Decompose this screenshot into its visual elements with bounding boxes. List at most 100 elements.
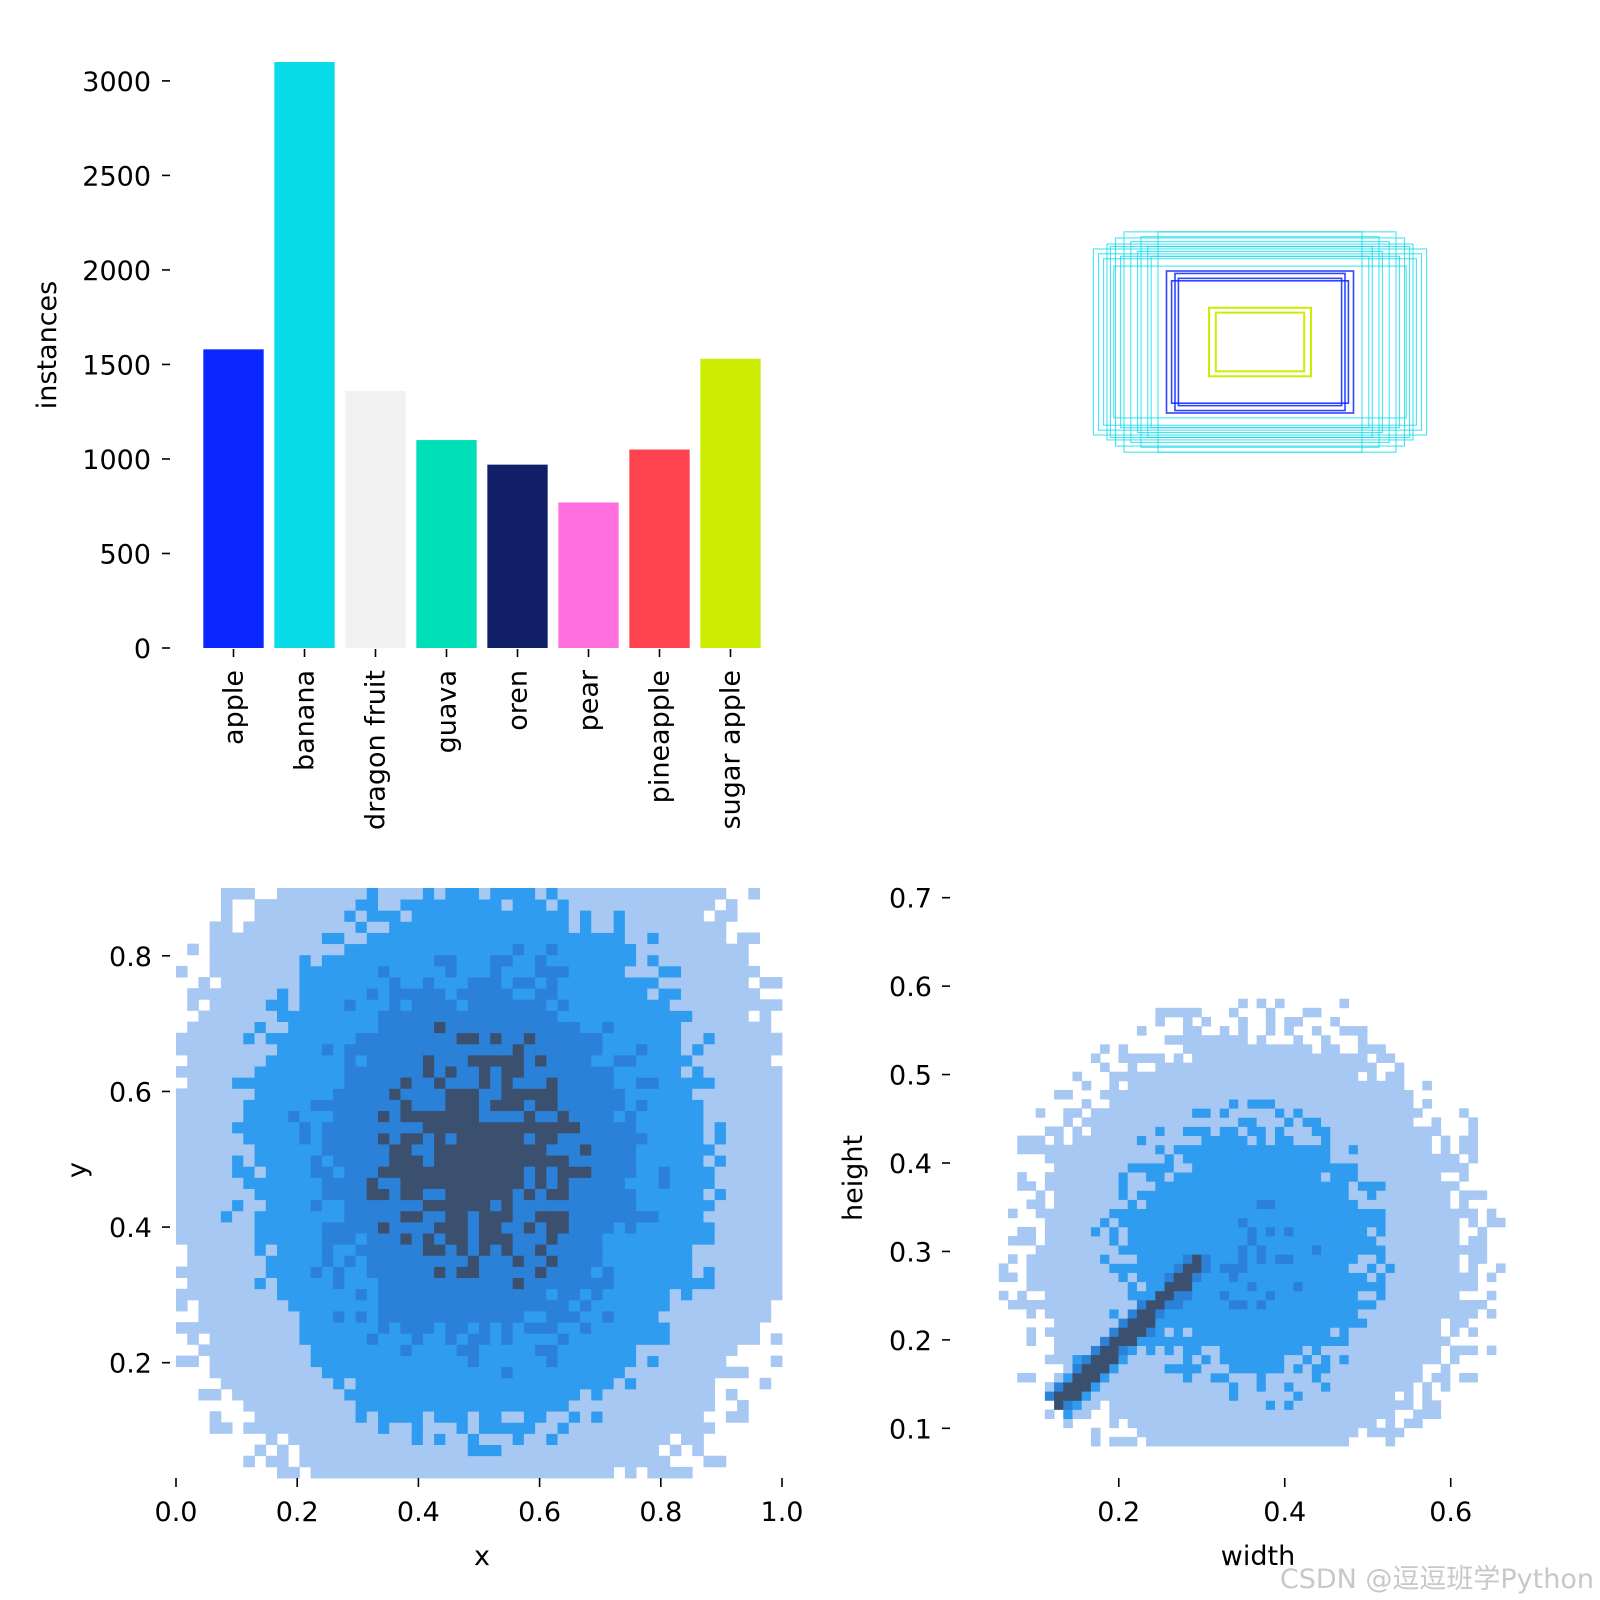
heatmap-cell bbox=[1284, 1254, 1294, 1264]
heatmap-cell bbox=[1348, 1117, 1359, 1127]
heatmap-cell bbox=[1182, 1135, 1193, 1146]
heatmap-cell bbox=[1192, 1217, 1202, 1228]
heatmap-cell bbox=[748, 1144, 760, 1156]
heatmap-cell bbox=[770, 1288, 783, 1301]
heatmap-cell bbox=[681, 1233, 693, 1245]
heatmap-cell bbox=[725, 1110, 738, 1123]
heatmap-cell bbox=[321, 954, 334, 967]
heatmap-cell bbox=[737, 1221, 749, 1234]
heatmap-cell bbox=[1100, 1181, 1110, 1191]
heatmap-cell bbox=[1265, 1190, 1276, 1200]
heatmap-cell bbox=[535, 1466, 547, 1479]
heatmap-cell bbox=[1219, 1363, 1230, 1374]
heatmap-cell bbox=[209, 1333, 222, 1345]
heatmap-cell bbox=[1275, 1382, 1285, 1392]
heatmap-cell bbox=[299, 1355, 312, 1368]
heatmap-cell bbox=[434, 932, 446, 945]
heatmap-cell bbox=[703, 1166, 716, 1178]
heatmap-cell bbox=[299, 1088, 312, 1100]
bar-x-tick-label: sugar apple bbox=[716, 670, 747, 829]
heatmap-cell bbox=[1118, 1089, 1129, 1100]
heatmap-cell bbox=[1311, 1071, 1322, 1082]
heatmap-cell bbox=[1265, 1309, 1276, 1319]
heatmap-cell bbox=[1339, 1026, 1350, 1036]
heatmap-cell bbox=[378, 1043, 390, 1056]
heatmap-cell bbox=[321, 1054, 334, 1067]
heatmap-cell bbox=[232, 1355, 244, 1368]
heatmap-cell bbox=[1357, 1372, 1368, 1383]
heatmap-cell bbox=[535, 1288, 547, 1301]
heatmap-cell bbox=[1081, 1409, 1092, 1420]
heatmap-cell bbox=[198, 1088, 211, 1100]
heatmap-cell bbox=[624, 999, 637, 1011]
heatmap-cell bbox=[1311, 1126, 1322, 1137]
heatmap-cell bbox=[1127, 1153, 1138, 1164]
heatmap-cell bbox=[591, 988, 603, 1000]
heatmap-cell bbox=[1127, 1226, 1138, 1237]
heatmap-cell bbox=[546, 1099, 558, 1112]
heatmap-cell bbox=[1440, 1272, 1451, 1283]
heatmap-cell bbox=[602, 1110, 615, 1123]
heatmap-cell bbox=[1440, 1281, 1451, 1292]
heatmap-cell bbox=[613, 1299, 626, 1312]
heatmap-cell bbox=[333, 1010, 345, 1022]
heatmap-cell bbox=[512, 1099, 525, 1112]
heatmap-cell bbox=[1109, 1363, 1119, 1374]
heatmap-cell bbox=[1431, 1172, 1442, 1182]
heatmap-cell bbox=[1394, 1144, 1405, 1155]
heatmap-cell bbox=[501, 1255, 514, 1267]
heatmap-cell bbox=[400, 1255, 413, 1267]
heatmap-cell bbox=[220, 1277, 233, 1290]
heatmap-cell bbox=[1357, 1117, 1368, 1127]
heatmap-cell bbox=[243, 1377, 255, 1390]
heatmap-cell bbox=[1219, 1062, 1230, 1073]
heatmap-cell bbox=[1293, 1190, 1304, 1200]
heatmap-cell bbox=[411, 1144, 424, 1156]
heatmap-cell bbox=[1127, 1363, 1138, 1374]
heatmap-cell bbox=[1385, 1089, 1396, 1100]
heatmap-cell bbox=[669, 1043, 682, 1056]
heatmap-cell bbox=[1357, 1089, 1368, 1100]
heatmap-cell bbox=[692, 1233, 704, 1245]
heatmap-cell bbox=[187, 1188, 199, 1201]
heatmap-cell bbox=[1228, 1418, 1239, 1429]
heatmap-cell bbox=[445, 1155, 457, 1167]
heatmap-cell bbox=[389, 1155, 401, 1167]
heatmap-cell bbox=[1440, 1263, 1451, 1273]
heatmap-cell bbox=[1367, 1427, 1377, 1438]
heatmap-cell bbox=[770, 1221, 783, 1234]
heatmap-cell bbox=[725, 899, 738, 911]
heatmap-cell bbox=[1394, 1382, 1405, 1392]
heatmap-cell bbox=[703, 1344, 716, 1356]
heatmap-cell bbox=[1164, 1062, 1175, 1073]
heatmap-cell bbox=[1201, 1208, 1211, 1219]
heatmap-cell bbox=[692, 1255, 704, 1267]
heatmap-cell bbox=[1100, 1117, 1110, 1127]
heatmap-cell bbox=[176, 1110, 188, 1123]
heatmap-cell bbox=[333, 1177, 345, 1189]
heatmap-cell bbox=[1275, 1108, 1285, 1118]
heatmap-cell bbox=[1155, 1199, 1165, 1210]
heatmap-cell bbox=[1136, 1236, 1147, 1246]
heatmap-cell bbox=[546, 1455, 558, 1468]
heatmap-cell bbox=[681, 1032, 693, 1045]
heatmap-cell bbox=[1330, 1236, 1340, 1246]
heatmap-cell bbox=[1026, 1181, 1037, 1191]
heatmap-cell bbox=[479, 1210, 491, 1223]
heatmap-cell bbox=[1201, 1363, 1211, 1374]
heatmap-cell bbox=[355, 1400, 368, 1412]
heatmap-cell bbox=[1394, 1272, 1405, 1283]
heatmap-cell bbox=[692, 1355, 704, 1368]
heatmap-cell bbox=[1247, 1135, 1258, 1146]
heatmap-cell bbox=[288, 1121, 300, 1134]
heatmap-cell bbox=[1182, 1290, 1193, 1301]
heatmap-cell bbox=[378, 1244, 390, 1256]
heatmap-cell bbox=[613, 1221, 626, 1234]
heatmap-cell bbox=[759, 1088, 772, 1100]
heatmap-cell bbox=[490, 1288, 502, 1301]
heatmap-cell bbox=[254, 1199, 267, 1212]
heatmap-cell bbox=[737, 1333, 749, 1345]
heatmap-cell bbox=[568, 921, 581, 933]
heatmap-cell bbox=[265, 1388, 278, 1401]
heatmap-cell bbox=[1284, 1099, 1294, 1109]
